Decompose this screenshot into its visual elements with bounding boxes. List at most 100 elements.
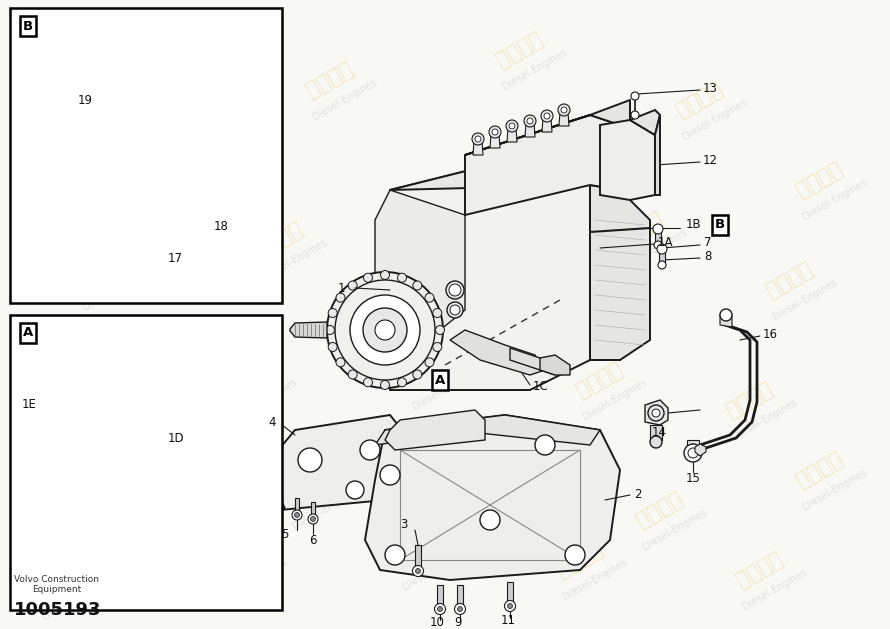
Polygon shape [205,158,228,168]
Text: 11: 11 [500,615,515,628]
Polygon shape [50,155,75,195]
Polygon shape [620,120,630,190]
Text: 紫发动力: 紫发动力 [554,539,607,581]
Text: Diesel-Engines: Diesel-Engines [581,377,649,423]
Circle shape [413,281,422,290]
Circle shape [658,261,666,269]
Circle shape [380,465,400,485]
Circle shape [328,343,337,352]
Text: 1005193: 1005193 [14,601,101,619]
Text: 紫发动力: 紫发动力 [793,159,846,201]
Circle shape [295,513,300,518]
Circle shape [101,103,119,121]
Circle shape [141,88,149,96]
Polygon shape [450,330,545,375]
Text: 紫发动力: 紫发动力 [634,489,687,531]
Polygon shape [120,440,145,470]
Circle shape [506,120,518,132]
Circle shape [381,270,390,279]
Text: 4: 4 [269,416,276,428]
Text: Diesel-Engines: Diesel-Engines [221,557,289,603]
Text: Diesel-Engines: Diesel-Engines [41,577,109,623]
Polygon shape [75,118,205,222]
Text: 1B: 1B [686,218,701,231]
Polygon shape [437,585,443,607]
Circle shape [416,569,420,574]
Text: Diesel-Engines: Diesel-Engines [562,557,629,603]
Text: B: B [715,218,725,231]
Polygon shape [138,94,152,112]
Text: 3: 3 [400,518,408,532]
Circle shape [172,227,182,237]
Circle shape [350,295,420,365]
Circle shape [472,133,484,145]
Text: Diesel-Engines: Diesel-Engines [801,177,869,223]
Text: Diesel-Engines: Diesel-Engines [81,267,149,313]
Circle shape [535,435,555,455]
Text: Diesel-Engines: Diesel-Engines [741,567,809,613]
Polygon shape [375,415,600,445]
Text: Diesel-Engines: Diesel-Engines [771,277,839,323]
Text: 紫发动力: 紫发动力 [403,349,457,391]
Circle shape [360,440,380,460]
Circle shape [381,381,390,389]
Text: 16: 16 [763,328,778,340]
Circle shape [507,603,513,608]
Text: Diesel-Engines: Diesel-Engines [312,77,379,123]
Text: Diesel-Engines: Diesel-Engines [441,208,509,252]
Polygon shape [590,185,650,360]
Text: 紫发动力: 紫发动力 [464,449,517,491]
Circle shape [111,91,125,105]
Circle shape [188,225,192,230]
Circle shape [138,85,152,99]
Text: 紫发动力: 紫发动力 [254,219,307,261]
Text: Diesel-Engines: Diesel-Engines [801,467,869,513]
Circle shape [505,601,515,611]
Polygon shape [507,128,517,142]
Circle shape [475,136,481,142]
Text: Diesel-Engines: Diesel-Engines [501,48,569,92]
Circle shape [544,113,550,119]
Text: 9: 9 [454,616,462,629]
Circle shape [327,272,443,388]
Text: 紫发动力: 紫发动力 [283,469,336,511]
Ellipse shape [43,162,57,188]
Polygon shape [390,140,620,190]
Circle shape [43,420,52,429]
Polygon shape [415,545,421,570]
Text: 紫发动力: 紫发动力 [303,59,357,101]
Text: 紫发动力: 紫发动力 [733,549,787,591]
Circle shape [95,450,104,460]
Polygon shape [295,498,299,514]
Circle shape [122,445,142,465]
Circle shape [654,241,662,249]
Text: Diesel-Engines: Diesel-Engines [261,238,328,282]
Circle shape [541,110,553,122]
Polygon shape [687,440,699,453]
Polygon shape [311,502,315,518]
Polygon shape [220,448,236,462]
Circle shape [558,104,570,116]
Polygon shape [542,118,552,132]
Circle shape [480,510,500,530]
Circle shape [363,273,373,282]
Polygon shape [540,355,570,375]
Circle shape [398,378,407,387]
Circle shape [298,448,322,472]
Polygon shape [525,123,535,137]
Polygon shape [375,190,465,330]
Polygon shape [695,444,706,456]
Text: 紫发动力: 紫发动力 [764,259,817,301]
Polygon shape [507,582,513,604]
Circle shape [438,606,442,611]
Text: Diesel-Engines: Diesel-Engines [291,487,359,532]
Circle shape [657,244,667,254]
Circle shape [652,409,660,417]
Circle shape [83,115,93,125]
Circle shape [308,514,318,524]
Circle shape [524,115,536,127]
Text: Diesel-Engines: Diesel-Engines [641,508,708,552]
Text: 13: 13 [703,82,718,94]
Circle shape [292,510,302,520]
Circle shape [433,343,441,352]
